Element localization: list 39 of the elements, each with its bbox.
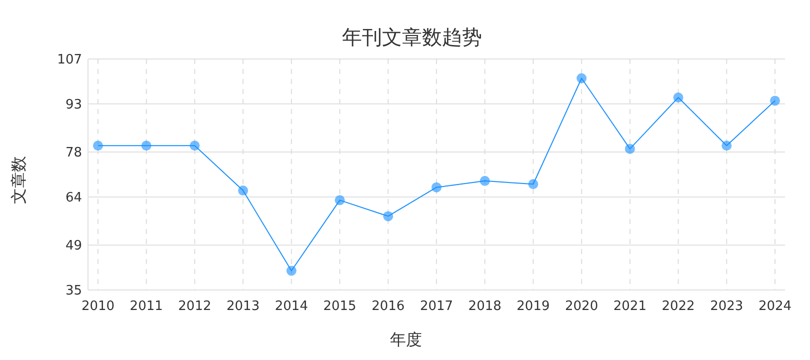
point <box>383 211 394 222</box>
x-tick-label: 2016 <box>372 299 405 314</box>
point <box>141 140 152 151</box>
point <box>673 92 684 102</box>
point <box>576 73 587 84</box>
x-tick-label: 2010 <box>81 299 115 314</box>
y-tick-label: 78 <box>65 146 82 161</box>
x-tick-label: 2023 <box>710 299 744 314</box>
x-axis-title: 年度 <box>390 330 422 349</box>
y-tick-label: 64 <box>65 190 82 206</box>
point <box>93 140 103 151</box>
x-tick-label: 2024 <box>758 299 792 314</box>
point <box>770 96 780 106</box>
y-tick-label: 35 <box>65 284 82 298</box>
x-tick-label: 2012 <box>178 299 212 314</box>
y-tick-label: 49 <box>65 238 82 254</box>
point <box>624 144 635 154</box>
x-tick-label: 2017 <box>420 299 454 314</box>
point <box>480 176 490 186</box>
x-tick-label: 2011 <box>130 299 163 314</box>
point <box>238 186 248 196</box>
point <box>286 266 296 276</box>
x-tick-label: 2015 <box>323 299 356 314</box>
x-tick-label: 2018 <box>468 299 502 314</box>
y-tick-label: 107 <box>57 52 82 68</box>
x-tick-label: 2021 <box>613 299 646 314</box>
y-axis-title: 文章数 <box>9 156 28 204</box>
point <box>432 182 442 192</box>
point <box>190 140 200 151</box>
x-tick-label: 2020 <box>565 299 598 314</box>
point <box>722 140 732 151</box>
x-tick-label: 2022 <box>662 299 695 314</box>
x-tick-label: 2014 <box>274 299 308 314</box>
x-tick-label: 2019 <box>516 299 550 314</box>
x-tick-label: 2013 <box>226 299 260 314</box>
chart-title: 年刊文章数趋势 <box>342 25 482 49</box>
point <box>528 179 538 190</box>
point <box>334 195 345 206</box>
y-tick-label: 93 <box>65 97 82 112</box>
